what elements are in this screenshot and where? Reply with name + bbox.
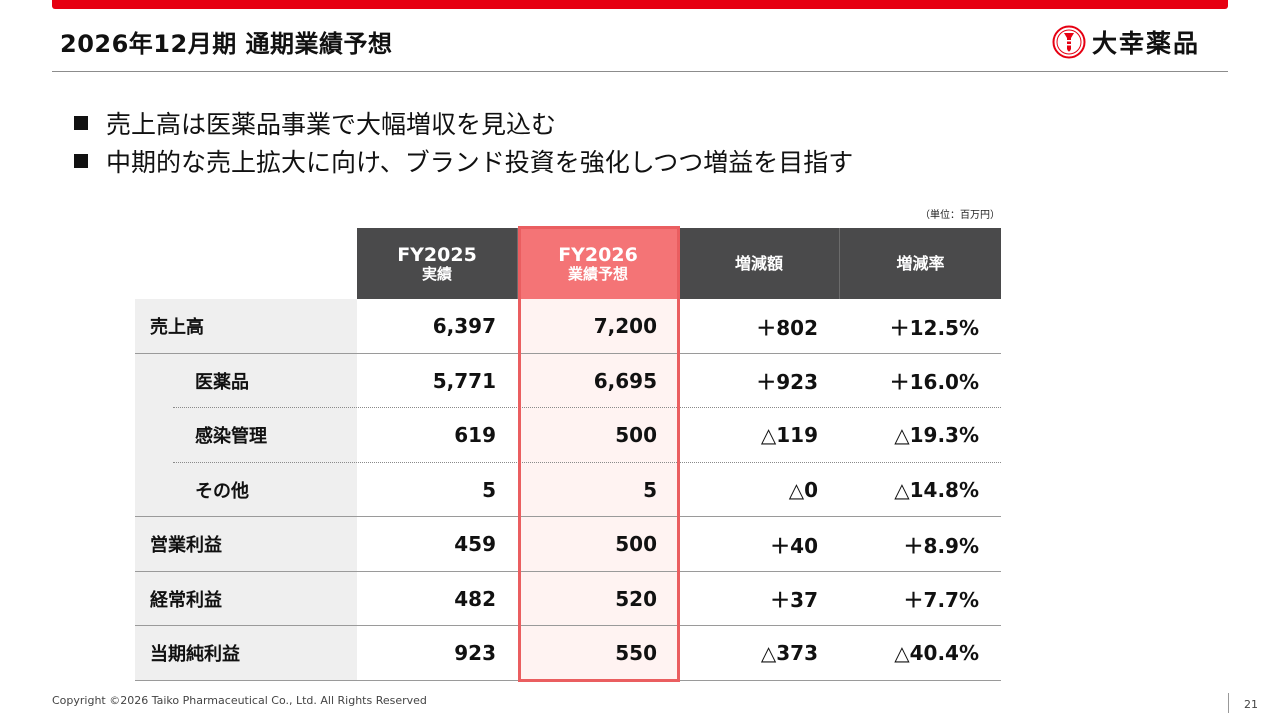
header-fy2025-year: FY2025 [397, 243, 477, 266]
bullet-item: 売上高は医薬品事業で大幅増収を見込む [74, 104, 853, 142]
bullet-text: 売上高は医薬品事業で大幅増収を見込む [106, 110, 557, 139]
bullet-item: 中期的な売上拡大に向け、ブランド投資を強化しつつ増益を目指す [74, 142, 853, 180]
cell-change: △0 [788, 477, 818, 502]
page-title: 2026年12月期 通期業績予想 [60, 30, 393, 58]
cell-fy2025: 923 [454, 641, 496, 666]
header-change-amount-label: 増減額 [734, 253, 783, 273]
cell-fy2026: 550 [518, 626, 679, 681]
cell-fy2026: 500 [518, 408, 679, 463]
table-row: 医薬品 5,771 6,695 ＋923 ＋16.0% [135, 353, 1001, 408]
cell-rate: △19.3% [894, 423, 979, 448]
trumpet-emblem-icon [1052, 25, 1086, 59]
row-label: 営業利益 [135, 517, 357, 572]
cell-fy2026: 6,695 [518, 353, 679, 408]
row-label: 売上高 [135, 299, 357, 354]
cell-fy2025: 619 [454, 423, 496, 448]
row-label: 経常利益 [135, 571, 357, 626]
table-row: 営業利益 459 500 ＋40 ＋8.9% [135, 517, 1001, 572]
cell-fy2025: 5,771 [432, 368, 496, 393]
bullet-square-icon [74, 116, 88, 130]
company-logo: 大幸薬品 [1052, 24, 1200, 60]
cell-change: ＋37 [770, 588, 818, 613]
cell-fy2025: 6,397 [432, 314, 496, 339]
row-label: 当期純利益 [135, 626, 357, 681]
cell-change: △119 [760, 423, 818, 448]
unit-note: （単位：百万円） [920, 210, 1000, 221]
header-change-rate-label: 増減率 [896, 253, 945, 273]
footer-divider [1228, 693, 1229, 713]
cell-fy2026: 5 [518, 462, 679, 517]
logo-text: 大幸薬品 [1092, 29, 1201, 58]
header-fy2026-sub: 業績予想 [567, 264, 628, 283]
cell-change: △373 [760, 641, 818, 666]
header-fy2026: FY2026 業績予想 [518, 228, 679, 299]
row-label: 感染管理 [135, 408, 357, 463]
cell-change: ＋802 [756, 315, 818, 340]
bullet-text: 中期的な売上拡大に向け、ブランド投資を強化しつつ増益を目指す [106, 148, 854, 177]
cell-fy2026: 500 [518, 517, 679, 572]
page-number: 21 [1244, 698, 1258, 711]
header-fy2026-year: FY2026 [558, 243, 638, 266]
copyright-text: Copyright ©2026 Taiko Pharmaceutical Co.… [52, 694, 427, 707]
cell-change: ＋923 [756, 370, 818, 395]
header-change-rate: 増減率 [840, 228, 1001, 299]
forecast-table: FY2025 実績 FY2026 業績予想 増減額 増減率 売上高 6,397 … [135, 228, 1001, 681]
cell-rate: ＋7.7% [903, 588, 979, 613]
table-header-row: FY2025 実績 FY2026 業績予想 増減額 増減率 [357, 228, 1001, 299]
title-divider [52, 71, 1228, 72]
cell-fy2025: 459 [454, 532, 496, 557]
header-change-amount: 増減額 [679, 228, 840, 299]
table-row: 感染管理 619 500 △119 △19.3% [135, 408, 1001, 463]
cell-rate: △14.8% [894, 477, 979, 502]
cell-rate: △40.4% [894, 641, 979, 666]
cell-rate: ＋16.0% [889, 370, 979, 395]
cell-change: ＋40 [770, 533, 818, 558]
row-label: 医薬品 [135, 353, 357, 408]
cell-fy2026: 7,200 [518, 299, 679, 354]
header-fy2025: FY2025 実績 [357, 228, 518, 299]
table-row: その他 5 5 △0 △14.8% [135, 462, 1001, 517]
table-row: 売上高 6,397 7,200 ＋802 ＋12.5% [135, 299, 1001, 354]
row-label: その他 [135, 462, 357, 517]
top-accent-bar [52, 0, 1228, 9]
table-row: 経常利益 482 520 ＋37 ＋7.7% [135, 571, 1001, 626]
table-row: 当期純利益 923 550 △373 △40.4% [135, 626, 1001, 681]
summary-bullets: 売上高は医薬品事業で大幅増収を見込む 中期的な売上拡大に向け、ブランド投資を強化… [74, 104, 853, 180]
cell-fy2025: 5 [482, 477, 496, 502]
cell-rate: ＋8.9% [903, 533, 979, 558]
header-fy2025-sub: 実績 [421, 264, 452, 283]
cell-fy2026: 520 [518, 571, 679, 626]
cell-fy2025: 482 [454, 586, 496, 611]
cell-rate: ＋12.5% [889, 315, 979, 340]
bullet-square-icon [74, 154, 88, 168]
